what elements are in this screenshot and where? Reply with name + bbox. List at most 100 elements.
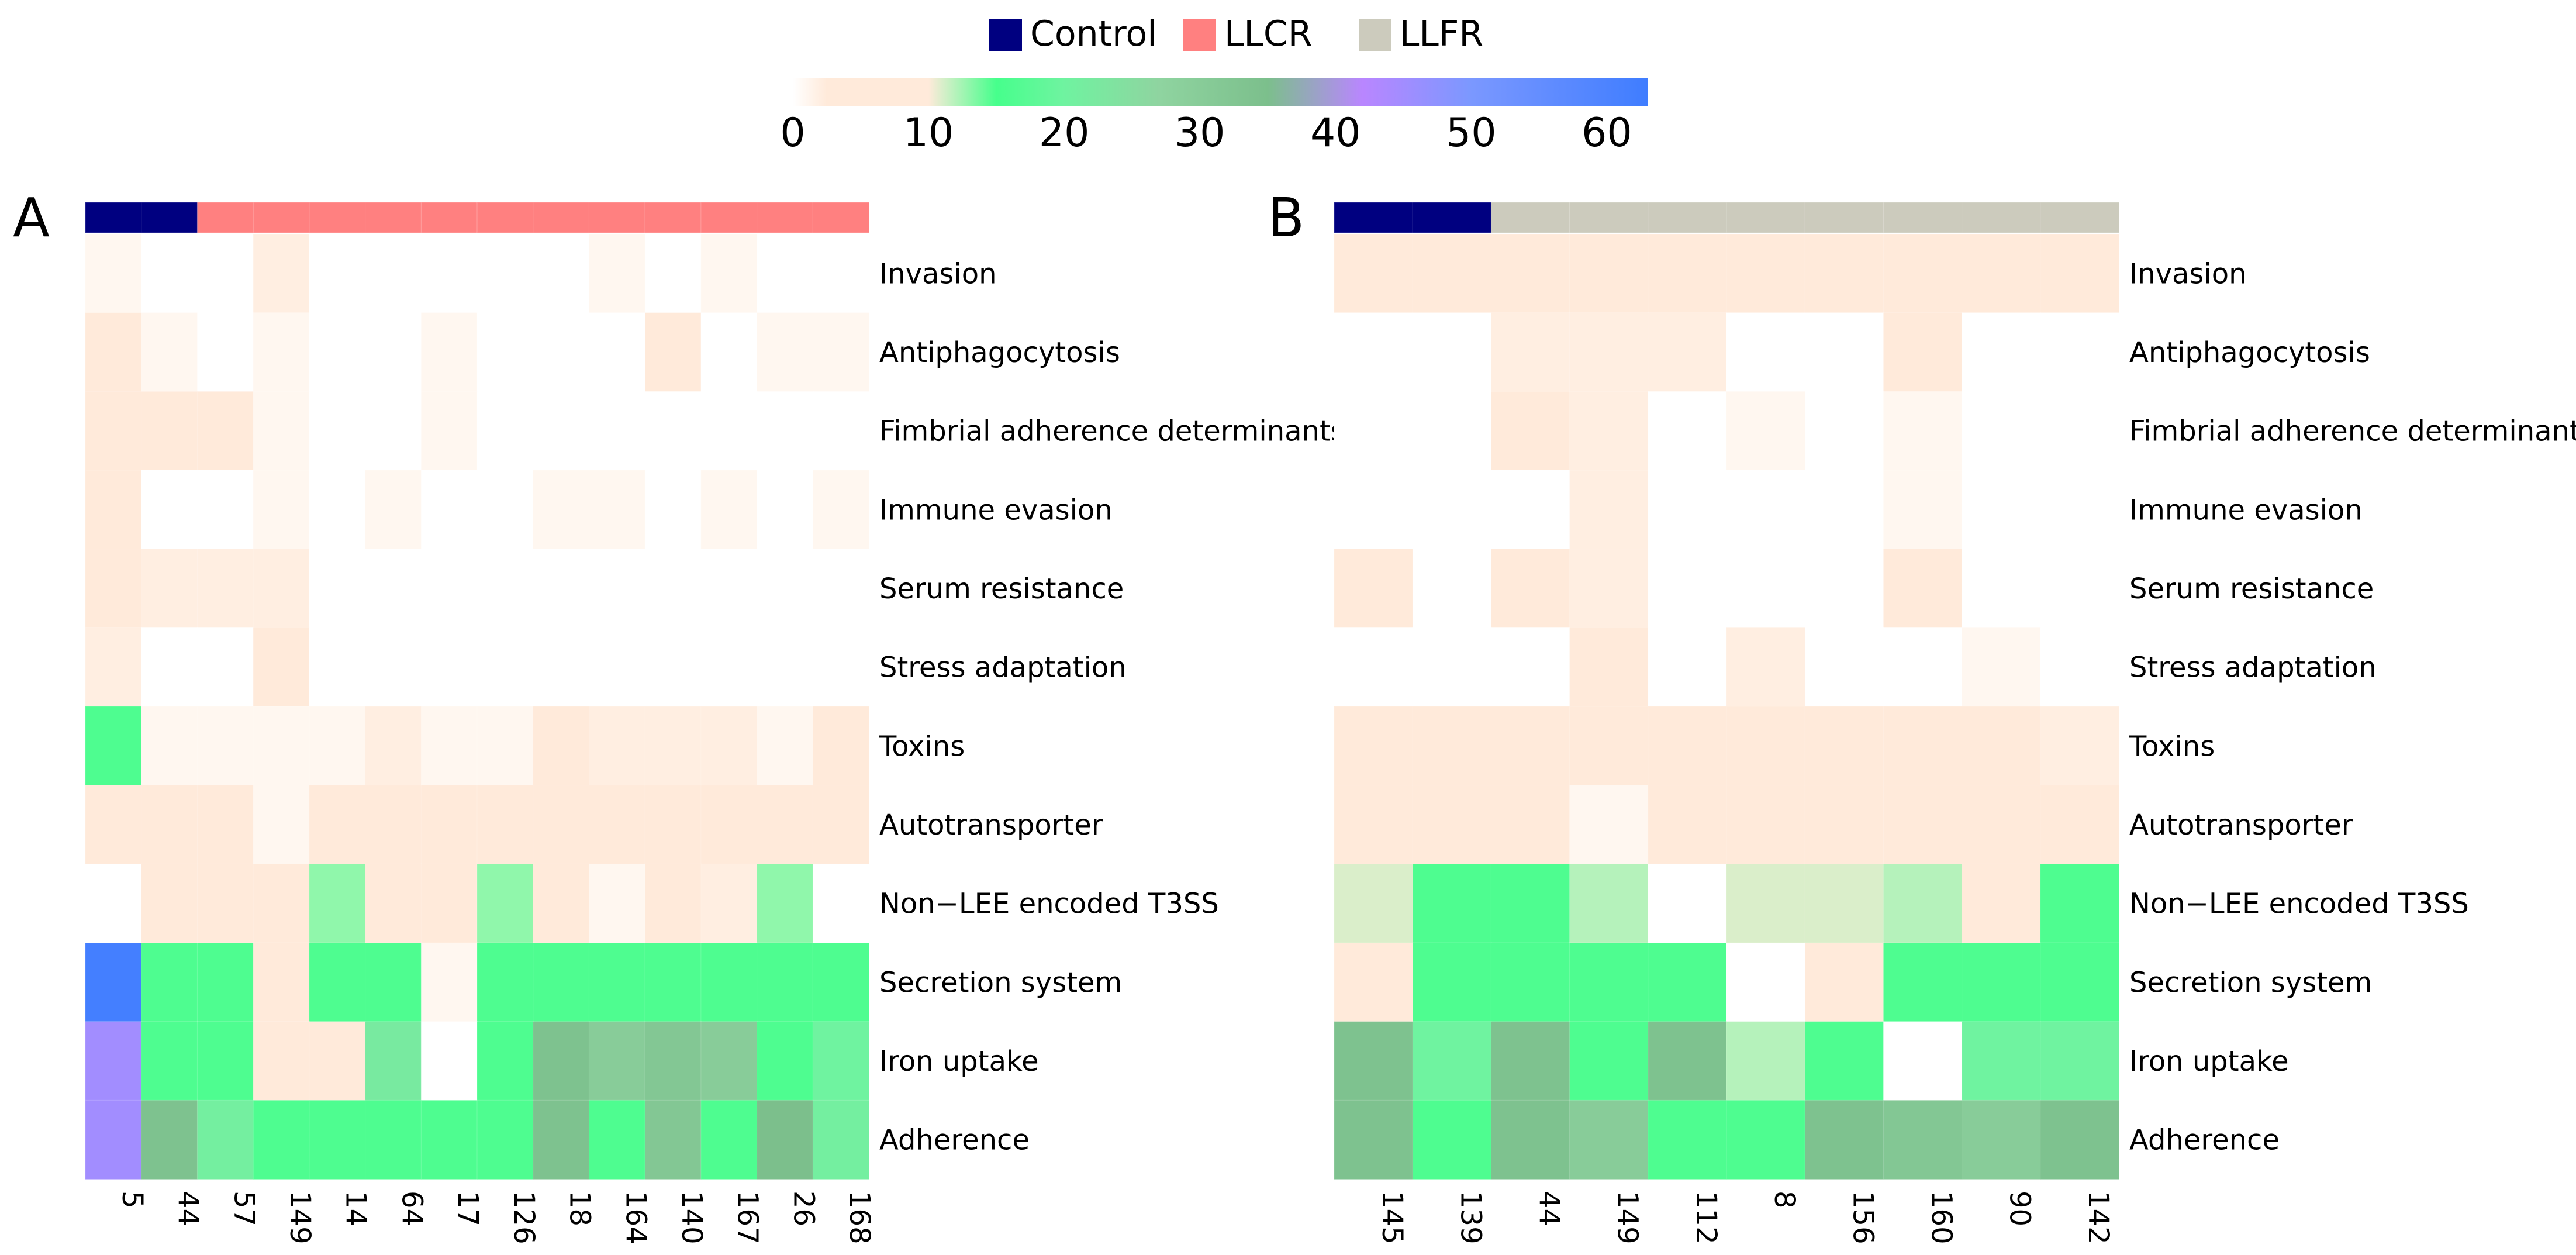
heatmap-cell xyxy=(1962,391,2041,471)
heatmap-cell xyxy=(1883,863,1963,944)
heatmap-cell xyxy=(365,1021,422,1101)
heatmap-cell xyxy=(1962,470,2041,550)
heatmap-cell xyxy=(309,470,366,550)
heatmap-cell xyxy=(1883,312,1963,392)
heatmap-cell xyxy=(1334,627,1414,708)
heatmap-cell xyxy=(420,391,478,471)
heatmap-cell xyxy=(365,233,422,313)
heatmap-cell xyxy=(1490,942,1570,1022)
column-label: 18 xyxy=(564,1191,596,1226)
heatmap-cell xyxy=(1412,706,1492,786)
heatmap-cell xyxy=(476,233,534,313)
heatmap-cell xyxy=(253,942,310,1022)
heatmap-cell xyxy=(1490,233,1570,313)
heatmap-cell xyxy=(588,942,646,1022)
heatmap-cell xyxy=(1490,312,1570,392)
heatmap-cell xyxy=(644,785,702,865)
heatmap-cell xyxy=(1648,391,1728,471)
heatmap-cell xyxy=(476,391,534,471)
heatmap-cell xyxy=(476,863,534,944)
heatmap-cell xyxy=(2040,942,2120,1022)
column-label: 149 xyxy=(284,1191,316,1244)
heatmap-cell xyxy=(812,1099,870,1180)
heatmap-cell xyxy=(1648,1099,1728,1180)
group-band-cell xyxy=(1726,202,1806,233)
heatmap-cell xyxy=(644,706,702,786)
group-band-cell xyxy=(700,202,758,233)
column-label: 17 xyxy=(451,1191,484,1226)
heatmap-cell xyxy=(1334,785,1414,865)
group-band-cell xyxy=(1648,202,1728,233)
heatmap-cell xyxy=(644,1021,702,1101)
heatmap-cell xyxy=(309,627,366,708)
heatmap-cell xyxy=(1883,942,1963,1022)
heatmap-cell xyxy=(1334,1021,1414,1101)
heatmap-cell xyxy=(420,1099,478,1180)
heatmap-cell xyxy=(533,391,590,471)
colorbar-tick-label: 30 xyxy=(1175,110,1225,156)
heatmap-cell xyxy=(2040,312,2120,392)
heatmap-cell xyxy=(812,391,870,471)
heatmap-cell xyxy=(1334,863,1414,944)
heatmap-cell xyxy=(812,312,870,392)
heatmap-cell xyxy=(1962,1099,2041,1180)
heatmap-cell xyxy=(309,706,366,786)
heatmap-cell xyxy=(1569,312,1649,392)
row-label: Toxins xyxy=(2129,730,2215,763)
heatmap-cell xyxy=(476,785,534,865)
column-label: 44 xyxy=(1533,1191,1566,1226)
column-label: 160 xyxy=(1925,1191,1958,1244)
heatmap-cell xyxy=(1648,863,1728,944)
heatmap-cell xyxy=(1412,1099,1492,1180)
heatmap-cell xyxy=(309,233,366,313)
heatmap-cell xyxy=(1962,233,2041,313)
heatmap-cell xyxy=(141,391,198,471)
group-band-cell xyxy=(196,202,254,233)
heatmap-cell xyxy=(309,863,366,944)
heatmap-cell xyxy=(644,1099,702,1180)
heatmap-cell xyxy=(1334,391,1414,471)
heatmap-cell xyxy=(1648,627,1728,708)
heatmap-cell xyxy=(1412,1021,1492,1101)
column-label: 112 xyxy=(1690,1191,1722,1244)
heatmap-cell xyxy=(2040,549,2120,629)
heatmap-cell xyxy=(757,785,814,865)
heatmap-cell xyxy=(588,549,646,629)
heatmap-cell xyxy=(700,706,758,786)
group-band-cell xyxy=(1569,202,1649,233)
heatmap-cell xyxy=(588,1099,646,1180)
heatmap-cell xyxy=(365,549,422,629)
heatmap-cell xyxy=(644,627,702,708)
heatmap-cell xyxy=(365,785,422,865)
heatmap-cell xyxy=(85,1099,142,1180)
heatmap-cell xyxy=(196,391,254,471)
row-label: Autotransporter xyxy=(879,809,1103,842)
heatmap-cell xyxy=(85,942,142,1022)
heatmap-cell xyxy=(1962,785,2041,865)
heatmap-cell xyxy=(1726,549,1806,629)
row-label: Serum resistance xyxy=(879,573,1124,605)
panel-label: B xyxy=(1268,187,1304,249)
row-label: Iron uptake xyxy=(879,1045,1039,1078)
group-band-cell xyxy=(1412,202,1492,233)
column-label: 156 xyxy=(1846,1191,1879,1244)
heatmap-cell xyxy=(1569,1021,1649,1101)
heatmap-cell xyxy=(1412,233,1492,313)
row-label: Secretion system xyxy=(879,966,1122,999)
heatmap-cell xyxy=(1804,1099,1884,1180)
heatmap-cell xyxy=(476,627,534,708)
heatmap-cell xyxy=(420,470,478,550)
row-label: Non−LEE encoded T3SS xyxy=(2129,888,2469,920)
heatmap-cell xyxy=(365,706,422,786)
group-band-cell xyxy=(757,202,814,233)
heatmap-cell xyxy=(1412,942,1492,1022)
heatmap-cell xyxy=(1412,549,1492,629)
heatmap-cell xyxy=(420,863,478,944)
heatmap-cell xyxy=(1490,549,1570,629)
heatmap-cell xyxy=(812,470,870,550)
heatmap-cell xyxy=(196,233,254,313)
heatmap-cell xyxy=(476,470,534,550)
row-label: Adherence xyxy=(2129,1124,2280,1157)
heatmap-cell xyxy=(2040,706,2120,786)
heatmap-cell xyxy=(533,863,590,944)
